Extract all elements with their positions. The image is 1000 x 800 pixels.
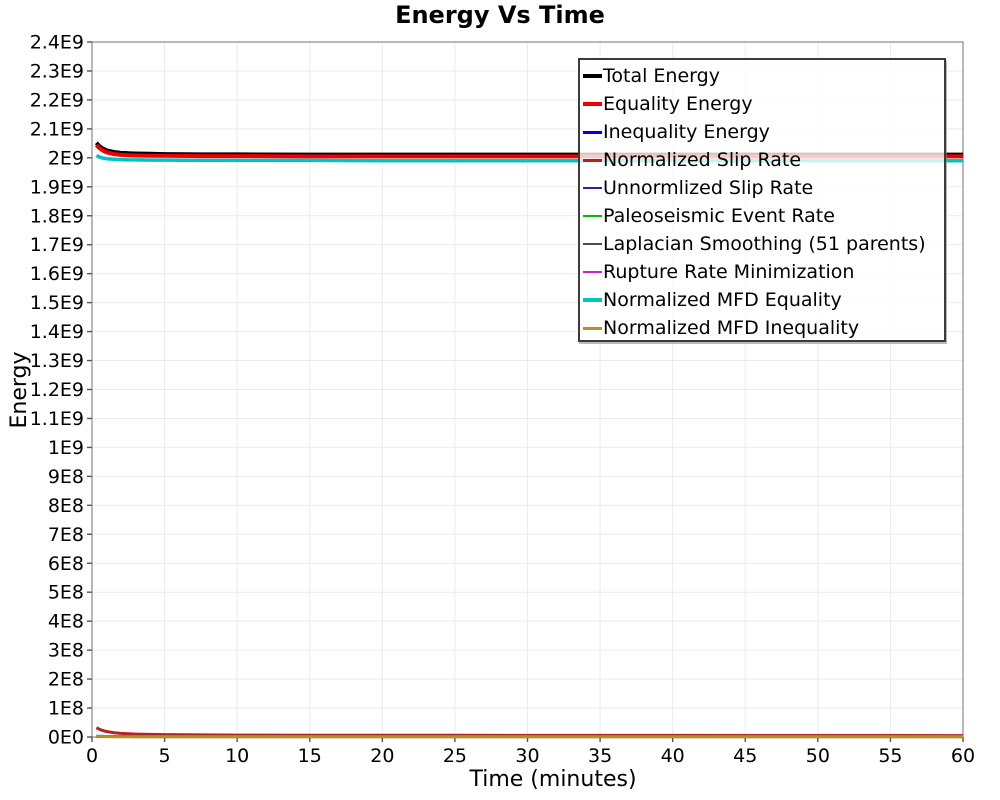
x-axis-title: Time (minutes): [469, 767, 637, 792]
legend-entry: Inequality Energy: [583, 118, 944, 146]
y-tick-label: 2.2E9: [30, 89, 84, 111]
legend-line-swatch: [583, 102, 602, 106]
legend-entry: Rupture Rate Minimization: [583, 258, 944, 286]
legend-line-swatch: [583, 271, 602, 273]
y-tick-label: 1.7E9: [30, 234, 84, 256]
x-tick-label: 5: [159, 745, 171, 767]
y-tick-label: 1.6E9: [30, 263, 84, 285]
legend-entry: Paleoseismic Event Rate: [583, 202, 944, 230]
x-tick-label: 40: [661, 745, 685, 767]
series-line-normalized-slip-rate: [95, 726, 964, 738]
y-tick-label: 2E8: [48, 669, 84, 691]
y-tick-label: 1.4E9: [30, 321, 84, 343]
y-tick-label: 0E0: [48, 727, 84, 749]
y-tick-label: 6E8: [48, 553, 84, 575]
x-tick-label: 0: [86, 745, 98, 767]
legend-label: Rupture Rate Minimization: [603, 261, 855, 283]
legend-line-swatch: [583, 215, 602, 217]
legend-label: Normalized Slip Rate: [603, 149, 802, 171]
legend-entry: Total Energy: [583, 62, 944, 90]
legend-label: Normalized MFD Inequality: [603, 317, 860, 339]
y-tick-label: 7E8: [48, 524, 84, 546]
y-tick-label: 1.5E9: [30, 292, 84, 314]
legend-line-swatch: [583, 74, 602, 78]
legend-line-swatch: [583, 130, 602, 134]
x-tick-label: 30: [515, 745, 539, 767]
legend-entry: Normalized MFD Equality: [583, 286, 944, 314]
y-tick-label: 2.3E9: [30, 60, 84, 82]
legend-line-swatch: [583, 243, 602, 245]
y-tick-label: 2E9: [48, 147, 84, 169]
y-tick-label: 1E9: [48, 437, 84, 459]
legend-entry: Normalized MFD Inequality: [583, 314, 944, 342]
legend-label: Normalized MFD Equality: [603, 289, 842, 311]
legend-entry: Unnormlized Slip Rate: [583, 174, 944, 202]
x-tick-label: 50: [806, 745, 830, 767]
y-tick-label: 2.4E9: [30, 32, 84, 54]
legend-line-swatch: [583, 326, 602, 330]
legend-label: Unnormlized Slip Rate: [603, 177, 814, 199]
legend: Total Energy Equality Energy Inequality En…: [578, 58, 946, 342]
y-tick-label: 1.1E9: [30, 408, 84, 430]
y-tick-label: 1.8E9: [30, 205, 84, 227]
y-tick-label: 1.9E9: [30, 176, 84, 198]
legend-label: Paleoseismic Event Rate: [603, 205, 835, 227]
legend-entry: Equality Energy: [583, 90, 944, 118]
legend-label: Total Energy: [603, 65, 720, 87]
y-tick-label: 3E8: [48, 640, 84, 662]
y-tick-label: 8E8: [48, 495, 84, 517]
x-tick-label: 45: [733, 745, 757, 767]
x-tick-label: 55: [878, 745, 902, 767]
legend-line-swatch: [583, 187, 602, 189]
legend-line-swatch: [583, 298, 602, 302]
y-tick-label: 9E8: [48, 466, 84, 488]
x-tick-label: 15: [298, 745, 322, 767]
y-tick-label: 2.1E9: [30, 118, 84, 140]
y-tick-label: 5E8: [48, 582, 84, 604]
legend-line-swatch: [583, 158, 602, 162]
x-tick-label: 10: [225, 745, 249, 767]
x-tick-label: 20: [370, 745, 394, 767]
legend-label: Laplacian Smoothing (51 parents): [603, 233, 926, 255]
y-tick-label: 1.3E9: [30, 350, 84, 372]
y-tick-label: 1.2E9: [30, 379, 84, 401]
legend-label: Equality Energy: [603, 93, 753, 115]
chart-title: Energy Vs Time: [395, 1, 605, 29]
y-tick-label: 4E8: [48, 611, 84, 633]
y-axis-title: Energy: [7, 351, 32, 429]
legend-entry: Laplacian Smoothing (51 parents): [583, 230, 944, 258]
y-tick-label: 1E8: [48, 698, 84, 720]
x-tick-label: 60: [951, 745, 975, 767]
legend-entry: Normalized Slip Rate: [583, 146, 944, 174]
x-tick-label: 35: [588, 745, 612, 767]
x-tick-label: 25: [443, 745, 467, 767]
legend-label: Inequality Energy: [603, 121, 770, 143]
